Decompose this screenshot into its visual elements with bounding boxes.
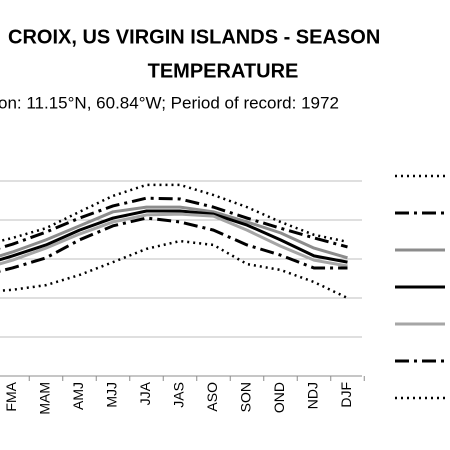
x-tick-label: OND [271, 382, 287, 413]
x-tick-label: AMJ [70, 382, 86, 410]
chart-title: CROIX, US VIRGIN ISLANDS - SEASON [8, 26, 380, 48]
x-tick-label: ASO [204, 382, 220, 412]
x-tick-label: MAM [37, 382, 53, 415]
series-line [0, 209, 348, 264]
chart-subtitle: on: 11.15°N, 60.84°W; Period of record: … [0, 93, 339, 112]
x-tick-label: FMA [3, 381, 19, 411]
series-line [0, 183, 348, 244]
x-tick-label: DJF [338, 382, 354, 408]
series-line [0, 216, 348, 273]
x-tick-label: SON [238, 382, 254, 412]
series-line [0, 239, 349, 300]
chart-title-line2: TEMPERATURE [148, 60, 299, 82]
series-line [0, 205, 348, 260]
x-tick-label: NDJ [305, 382, 321, 409]
series-line [0, 212, 348, 268]
x-tick-label: JAS [171, 382, 187, 408]
x-tick-label: MJJ [104, 382, 120, 408]
x-tick-label: JJA [137, 381, 153, 405]
series-line [0, 196, 348, 250]
